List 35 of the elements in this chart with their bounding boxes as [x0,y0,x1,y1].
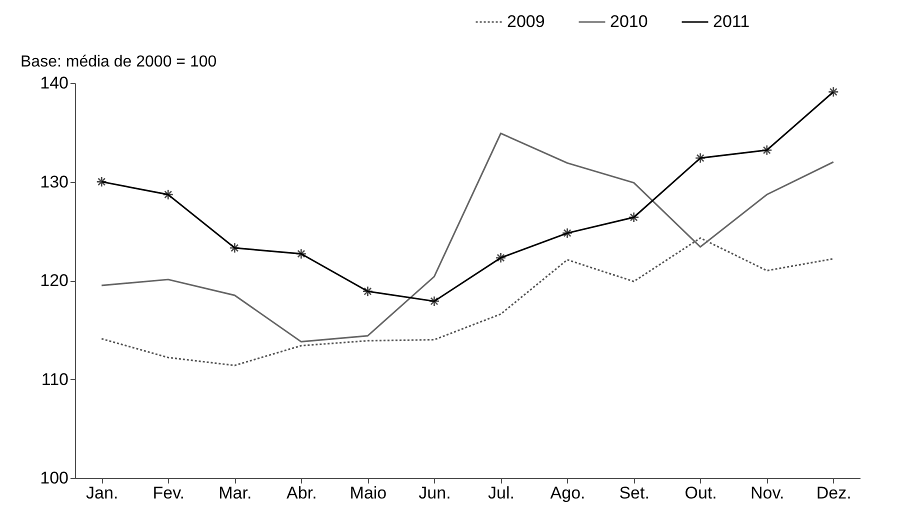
point [628,212,640,223]
x-tick-label: Out. [684,484,717,502]
y-tick-label: 130 [40,172,68,192]
point [362,286,374,297]
point [162,189,174,200]
x-tick-label: Dez. [816,484,852,502]
point [229,242,240,254]
line-series [100,132,834,343]
y-axis-title: Base: média de 2000 = 100 [20,54,217,70]
x-tick-label: Jul. [488,484,514,502]
legend-label: 2010 [610,12,648,31]
y-tick-label: 140 [40,74,68,92]
x-tick-label: Jun. [418,484,451,502]
x-tick-label: Abr. [286,484,317,502]
legend-label: 2011 [713,12,750,31]
point [562,228,573,239]
legend-label: 2009 [507,12,545,31]
x-tick-label: Maio [350,484,387,502]
line-series [100,237,834,366]
point [761,144,772,156]
x-tick-label: Fev. [152,484,185,502]
x-tick-label: Ago. [550,484,586,502]
x-tick-label: Nov. [750,484,784,502]
point [694,152,706,164]
point [495,252,506,264]
point [296,248,307,260]
point [828,86,839,98]
y-tick-label: 100 [40,468,68,488]
point [96,176,108,188]
y-tick-label: 110 [41,370,68,389]
x-tick-label: Jan. [86,484,118,502]
x-tick-label: Mar. [218,484,252,502]
y-tick-label: 120 [40,271,68,290]
point [428,296,440,307]
x-tick-label: Set. [619,484,650,502]
